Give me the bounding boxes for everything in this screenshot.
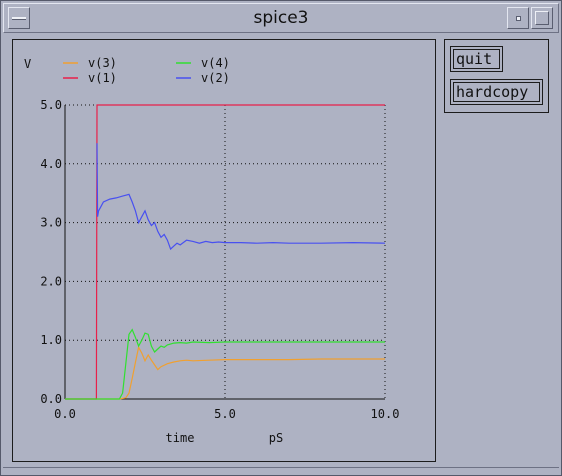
window-bottom-border bbox=[3, 467, 559, 473]
y-tick-label: 0.0 bbox=[40, 392, 62, 406]
x-tick-label: 5.0 bbox=[214, 407, 236, 421]
x-tick-label: 0.0 bbox=[54, 407, 76, 421]
window-title: spice3 bbox=[253, 8, 309, 28]
legend: v(3)v(1) v(4)v(2) bbox=[63, 56, 230, 85]
minimize-button[interactable] bbox=[507, 7, 529, 29]
series-lines bbox=[65, 104, 386, 400]
grid-lines bbox=[65, 104, 386, 399]
y-tick-label: 2.0 bbox=[40, 274, 62, 288]
window-menu-button[interactable] bbox=[8, 7, 30, 29]
y-tick-label: 1.0 bbox=[40, 333, 62, 347]
series-line-v2 bbox=[96, 143, 386, 251]
minimize-icon bbox=[516, 16, 521, 21]
x-axis-unit: pS bbox=[269, 431, 283, 445]
y-axis-label: V bbox=[24, 57, 31, 71]
plot-frame bbox=[12, 39, 436, 462]
x-axis-label: time bbox=[166, 431, 195, 445]
series-line-v4 bbox=[65, 328, 385, 400]
legend-label: v(3) bbox=[88, 56, 117, 70]
maximize-button[interactable] bbox=[531, 7, 553, 29]
quit-label: quit bbox=[456, 50, 493, 68]
menu-bar-icon bbox=[12, 17, 26, 20]
title-bar[interactable]: spice3 bbox=[3, 3, 559, 33]
maximize-icon bbox=[535, 11, 549, 25]
tick-labels: 0.0 1.0 2.0 3.0 4.0 5.0 0.0 5.0 10.0 time pS V bbox=[24, 57, 399, 445]
y-tick-label: 4.0 bbox=[40, 157, 62, 171]
x-tick-label: 10.0 bbox=[371, 407, 400, 421]
hardcopy-label: hardcopy bbox=[456, 83, 529, 101]
legend-label: v(1) bbox=[88, 71, 117, 85]
series-line-v3 bbox=[65, 345, 385, 400]
quit-button[interactable]: quit bbox=[450, 46, 503, 72]
hardcopy-button[interactable]: hardcopy bbox=[450, 79, 543, 105]
y-tick-label: 5.0 bbox=[40, 98, 62, 112]
y-tick-label: 3.0 bbox=[40, 216, 62, 230]
legend-label: v(4) bbox=[201, 56, 230, 70]
button-panel bbox=[444, 39, 549, 113]
legend-label: v(2) bbox=[201, 71, 230, 85]
